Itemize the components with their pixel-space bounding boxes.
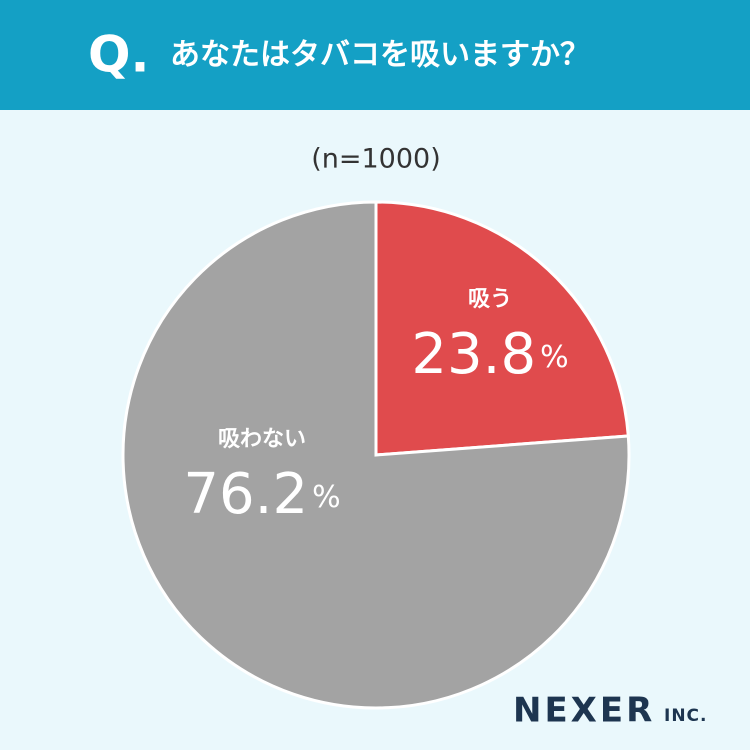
slice-category: 吸う (468, 287, 512, 312)
subtitle: (n=1000) (311, 144, 441, 175)
header-bar (0, 0, 750, 110)
brand-suffix: INC. (664, 706, 708, 726)
slice-category: 吸わない (218, 427, 306, 452)
question-text: あなたはタバコを吸いますか？ (170, 38, 590, 73)
brand: NEXER (513, 691, 655, 731)
pie-slice (121, 200, 631, 710)
question-mark: Q. (88, 26, 150, 84)
pie-slice (374, 200, 630, 457)
